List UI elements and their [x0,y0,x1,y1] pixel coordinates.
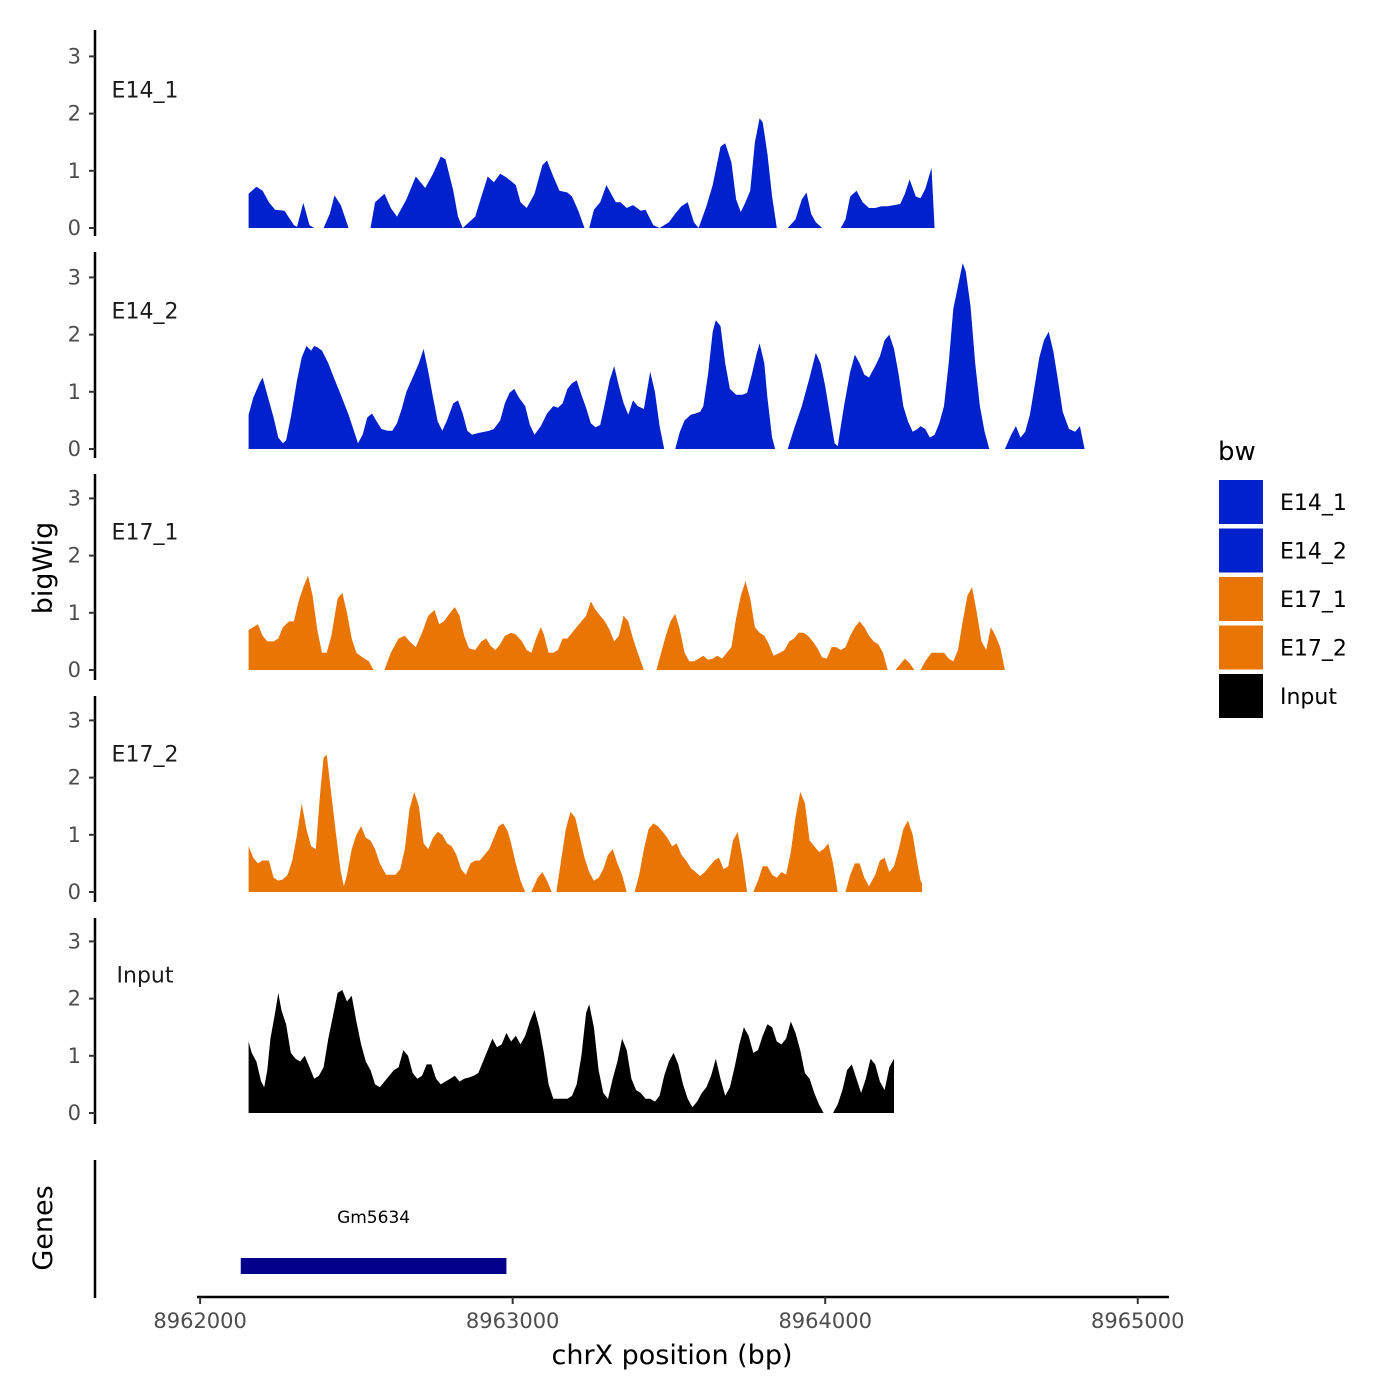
legend-label: E14_2 [1280,540,1347,565]
tracks-layer: 0 1 2 3 E14_1 0 1 2 3 E14_2 0 1 2 3 E17_1 0 1 2 3 E17_2 0 1 2 3… [68,30,1085,1125]
coverage-area [248,118,935,228]
y-tick-label: 3 [68,44,81,68]
y-tick-label: 2 [68,323,81,347]
y-tick-label: 0 [68,658,81,682]
track-label: E17_1 [112,520,179,545]
track-e14-1: 0 1 2 3 E14_1 [68,30,935,240]
y-tick-label: 2 [68,102,81,126]
track-label: E14_2 [112,299,179,324]
y-tick-label: 1 [68,380,81,404]
gene-panel: Gm5634 [93,1160,507,1298]
coverage-area [248,990,895,1113]
y-tick-label: 3 [68,929,81,953]
legend-title: bw [1218,437,1256,467]
x-tick-label: 8964000 [778,1309,872,1333]
legend-swatch [1219,528,1263,573]
coverage-area [248,263,1085,449]
y-tick-label: 2 [68,544,81,568]
gene-label: Gm5634 [337,1208,410,1228]
coverage-area [248,754,923,892]
y-tick-label: 2 [68,766,81,790]
y-axis-title: bigWig [28,522,59,615]
y-tick-label: 3 [68,708,81,732]
x-axis-title: chrX position (bp) [551,1340,792,1371]
legend-label: E14_1 [1280,491,1347,516]
y-tick-label: 3 [68,486,81,510]
track-input: 0 1 2 3 Input [68,918,895,1125]
y-tick-label: 3 [68,265,81,289]
legend-swatch [1219,625,1263,670]
x-tick-label: 8963000 [466,1309,560,1333]
legend-label: E17_1 [1280,588,1347,613]
x-axis: 8962000 8963000 8964000 8965000 [153,1295,1185,1333]
track-label: E17_2 [112,742,179,767]
track-label: E14_1 [112,78,179,103]
track-label: Input [117,963,174,988]
y-tick-label: 0 [68,437,81,461]
genes-axis-title: Genes [28,1185,59,1270]
gene-bar [240,1258,507,1274]
track-e17-1: 0 1 2 3 E17_1 [68,474,1005,682]
x-tick-label: 8962000 [153,1309,247,1333]
coverage-area [248,575,1005,670]
legend-label: E17_2 [1280,637,1347,662]
legend-label: Input [1280,685,1337,710]
y-tick-label: 1 [68,601,81,625]
y-tick-label: 0 [68,216,81,240]
y-tick-label: 2 [68,987,81,1011]
legend-swatch [1219,674,1263,718]
track-e14-2: 0 1 2 3 E14_2 [68,252,1085,461]
x-tick-label: 8965000 [1091,1309,1185,1333]
y-tick-label: 1 [68,159,81,183]
y-tick-label: 1 [68,823,81,847]
y-tick-label: 0 [68,880,81,904]
legend-swatch [1219,480,1263,524]
y-tick-label: 0 [68,1101,81,1125]
legend-swatch [1219,577,1263,621]
legend: bw E14_1 E14_2 E17_1 E17_2 Input [1218,437,1347,718]
y-tick-label: 1 [68,1044,81,1068]
track-e17-2: 0 1 2 3 E17_2 [68,696,923,904]
